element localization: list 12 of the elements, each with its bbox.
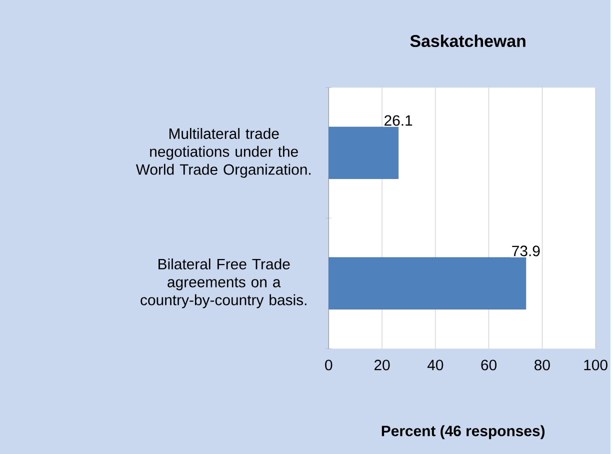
x-tick-label: 40	[427, 360, 444, 370]
data-label: 73.9	[512, 246, 540, 256]
chart-title: Saskatchewan	[410, 34, 526, 47]
x-tick-label: 100	[584, 360, 608, 370]
y-tick-label: Bilateral Free Trade agreements on a country-by-country basis.	[140, 258, 306, 308]
x-tick-label: 80	[534, 360, 550, 370]
x-tick-label: 20	[374, 360, 390, 370]
data-label: 26.1	[384, 115, 412, 126]
x-tick-label: 0	[325, 360, 332, 370]
y-tick-label: Multilateral trade negotiations under the World Trade Organization.	[136, 128, 310, 178]
x-tick-label: 60	[481, 360, 497, 370]
x-axis-title: Percent (46 responses)	[382, 425, 545, 440]
